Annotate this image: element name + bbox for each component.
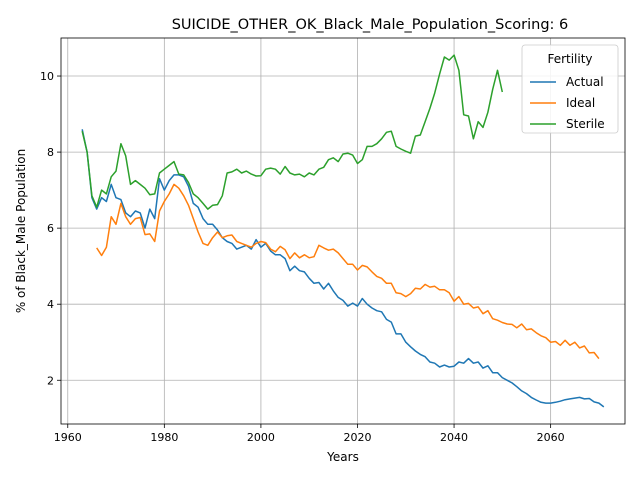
series-line-sterile — [81, 54, 504, 210]
plot-frame — [60, 37, 626, 425]
series-line-ideal — [96, 183, 600, 360]
y-tick-label: 10 — [40, 70, 54, 83]
x-tick-label: 2040 — [440, 431, 468, 444]
legend: Fertility Actual Ideal Sterile — [521, 44, 619, 134]
legend-box — [521, 44, 619, 134]
y-tick-label: 2 — [47, 374, 54, 387]
legend-title: Fertility — [547, 52, 592, 66]
x-tick-label: 1960 — [54, 431, 82, 444]
x-axis-label: Years — [326, 450, 359, 464]
y-tick-label: 6 — [47, 222, 54, 235]
y-tick-label: 8 — [47, 146, 54, 159]
chart-title: SUICIDE_OTHER_OK_Black_Male_Population_S… — [172, 17, 569, 33]
y-axis-label: % of Black_Male Population — [14, 149, 28, 313]
x-tick-label: 2060 — [537, 431, 565, 444]
x-tick-label: 2020 — [343, 431, 371, 444]
series-lines — [81, 54, 605, 408]
x-tick-label: 1980 — [150, 431, 178, 444]
legend-label-ideal: Ideal — [566, 96, 595, 110]
series-line-actual — [81, 129, 605, 408]
legend-label-actual: Actual — [566, 75, 604, 89]
y-tick-label: 4 — [47, 298, 54, 311]
legend-label-sterile: Sterile — [566, 117, 605, 131]
x-tick-label: 2000 — [247, 431, 275, 444]
axis-ticks: 1960 1980 2000 2020 2040 2060 2 4 6 8 10 — [40, 70, 565, 444]
